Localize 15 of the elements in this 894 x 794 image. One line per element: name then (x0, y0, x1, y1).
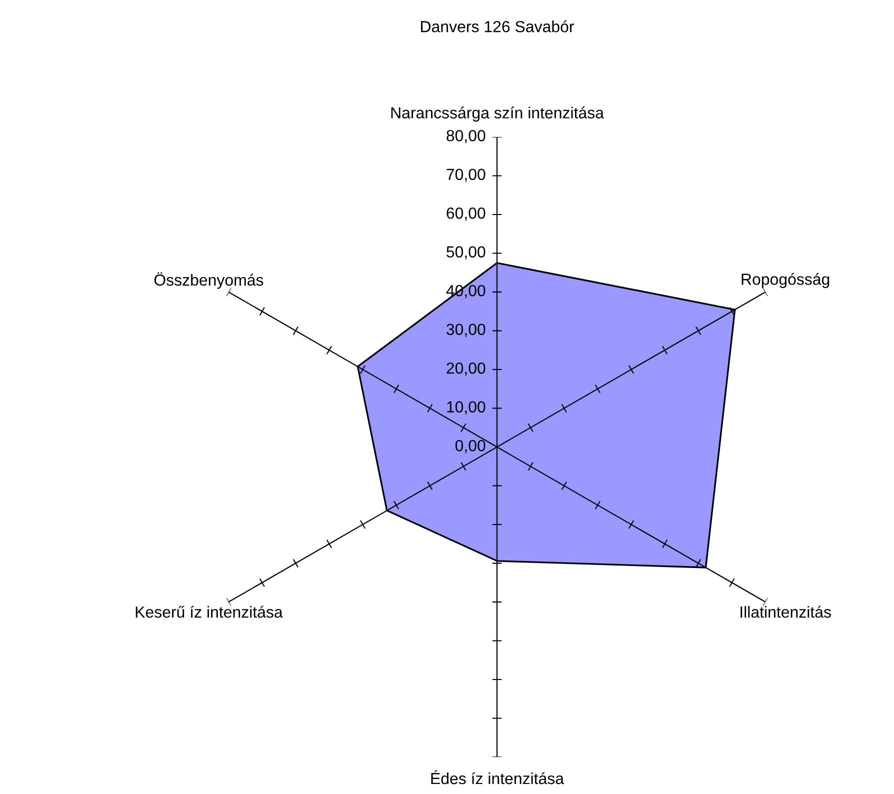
y-tick-label: 50,00 (446, 246, 486, 260)
y-tick-label: 10,00 (447, 401, 486, 414)
spoke-label: Ropogósság (742, 273, 830, 288)
y-tick-label: 80,00 (446, 130, 486, 144)
spoke-label: Illatintenzitás (740, 606, 831, 618)
y-tick-label: 20,00 (446, 362, 486, 376)
spoke-label: Narancssárga szín intenzitása (391, 106, 604, 122)
y-tick-label: 70,00 (446, 168, 486, 182)
y-tick-label: 0,00 (455, 440, 486, 454)
y-tick-label: 60,00 (446, 207, 486, 221)
chart-title: Danvers 126 Savabór (421, 20, 574, 32)
spoke-label: Keserű íz intenzitása (136, 606, 283, 618)
spoke-label: Édes íz intenzitása (431, 770, 564, 784)
spoke-label: Összbenyomás (154, 272, 264, 289)
y-tick-label: 30,00 (446, 324, 486, 337)
